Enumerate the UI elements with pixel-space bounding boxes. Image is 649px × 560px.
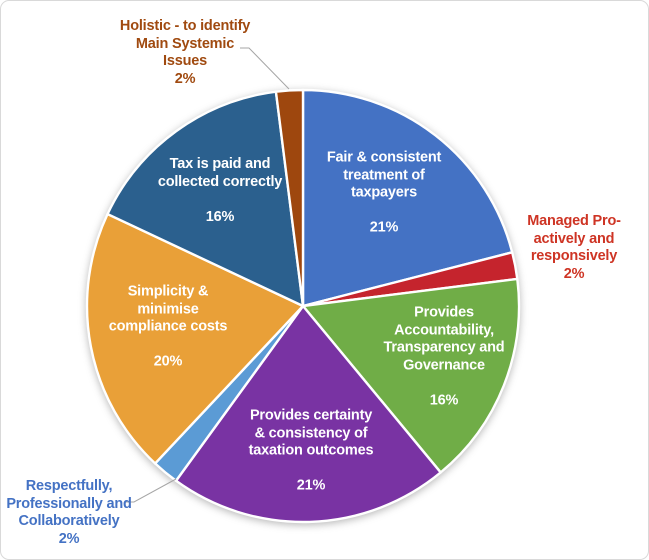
pie-slice-holistic-systemic-issues[interactable] bbox=[274, 88, 305, 308]
pie-slice-certainty-consistency-outcomes[interactable] bbox=[174, 304, 442, 524]
pie-slice-fair-consistent-treatment[interactable] bbox=[301, 88, 514, 308]
pie-slice-accountability-transparency-governance[interactable] bbox=[301, 277, 521, 474]
pie-slice-tax-paid-collected-correctly[interactable] bbox=[106, 90, 305, 308]
pie-slices-group bbox=[85, 88, 521, 524]
leader-lines-group bbox=[125, 47, 290, 503]
leader-line-holistic-systemic-issues bbox=[240, 47, 290, 90]
leader-line-respectfully-professionally-collaboratively bbox=[125, 478, 177, 503]
pie-slice-simplicity-compliance-costs[interactable] bbox=[85, 212, 305, 465]
